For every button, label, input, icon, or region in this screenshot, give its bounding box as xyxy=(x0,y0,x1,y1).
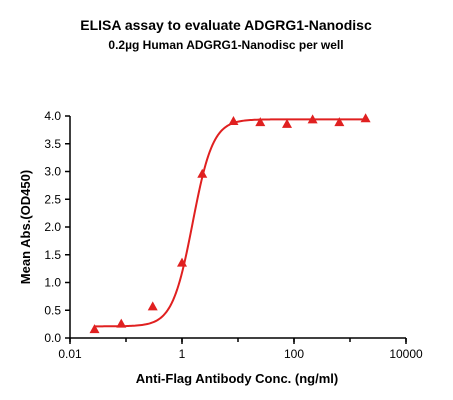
x-tick-label: 100 xyxy=(284,347,304,361)
chart-subtitle: 0.2µg Human ADGRG1-Nanodisc per well xyxy=(108,38,343,52)
chart-title: ELISA assay to evaluate ADGRG1-Nanodisc xyxy=(80,17,372,33)
axes xyxy=(69,116,406,339)
data-point xyxy=(116,318,127,328)
y-axis-label: Mean Abs.(OD450) xyxy=(18,170,33,284)
y-tick-label: 0.5 xyxy=(44,303,61,317)
data-point xyxy=(228,116,239,126)
data-point xyxy=(255,117,266,127)
data-point xyxy=(334,117,345,127)
x-tick-label: 0.01 xyxy=(58,347,82,361)
data-point xyxy=(307,114,318,124)
fit-curve xyxy=(94,118,366,328)
y-tick-label: 2.0 xyxy=(44,220,61,234)
x-tick-label: 1 xyxy=(179,347,186,361)
data-point xyxy=(282,118,293,128)
data-point xyxy=(360,113,371,123)
y-tick-label: 4.0 xyxy=(44,109,61,123)
data-points xyxy=(89,113,371,334)
x-ticks: 0.01 1 100 10000 xyxy=(58,338,423,361)
data-point xyxy=(197,168,208,178)
y-tick-label: 2.5 xyxy=(44,192,61,206)
x-tick-label: 10000 xyxy=(389,347,423,361)
y-tick-label: 1.0 xyxy=(44,276,61,290)
y-tick-label: 3.5 xyxy=(44,137,61,151)
y-ticks: 0.0 0.5 1.0 1.5 2.0 2.5 3.0 3.5 4.0 xyxy=(44,109,70,345)
data-point xyxy=(147,301,158,311)
y-tick-label: 1.5 xyxy=(44,248,61,262)
y-tick-label: 0.0 xyxy=(44,331,61,345)
y-tick-label: 3.0 xyxy=(44,165,61,179)
data-point xyxy=(89,324,100,334)
x-axis-label: Anti-Flag Antibody Conc. (ng/ml) xyxy=(136,371,338,386)
data-point xyxy=(177,257,187,267)
